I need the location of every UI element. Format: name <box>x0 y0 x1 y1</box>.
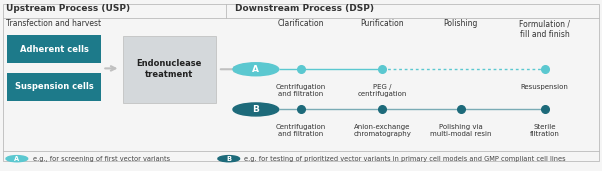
FancyBboxPatch shape <box>3 4 599 161</box>
Circle shape <box>218 156 240 162</box>
FancyBboxPatch shape <box>7 35 101 63</box>
Text: Downstream Process (DSP): Downstream Process (DSP) <box>235 4 374 13</box>
Text: Formulation /
fill and finish: Formulation / fill and finish <box>520 19 570 38</box>
Circle shape <box>233 63 279 76</box>
Text: Transfection and harvest: Transfection and harvest <box>6 19 101 28</box>
Text: Polishing: Polishing <box>443 19 478 28</box>
Text: Centrifugation
and filtration: Centrifugation and filtration <box>276 124 326 137</box>
FancyBboxPatch shape <box>123 36 216 103</box>
Text: B: B <box>226 156 231 162</box>
Text: Purification: Purification <box>361 19 404 28</box>
Text: PEG /
centrifugation: PEG / centrifugation <box>358 84 407 97</box>
Text: Polishing via
multi-modal resin: Polishing via multi-modal resin <box>430 124 491 137</box>
Text: Suspension cells: Suspension cells <box>15 82 93 91</box>
Text: Endonuclease
treatment: Endonuclease treatment <box>137 59 202 79</box>
Circle shape <box>233 103 279 116</box>
Text: Adherent cells: Adherent cells <box>20 45 88 54</box>
Text: Clarification: Clarification <box>278 19 324 28</box>
Text: Resuspension: Resuspension <box>521 84 569 90</box>
Text: B: B <box>252 105 259 114</box>
Text: Upstream Process (USP): Upstream Process (USP) <box>6 4 130 13</box>
Text: Anion-exchange
chromatography: Anion-exchange chromatography <box>353 124 411 137</box>
Text: A: A <box>14 156 19 162</box>
Text: Centrifugation
and filtration: Centrifugation and filtration <box>276 84 326 97</box>
Text: Sterile
filtration: Sterile filtration <box>530 124 560 137</box>
Text: e.g., for screening of first vector variants: e.g., for screening of first vector vari… <box>33 156 170 162</box>
FancyBboxPatch shape <box>7 73 101 101</box>
Text: A: A <box>252 65 259 74</box>
Text: e.g. for testing of prioritized vector variants in primary cell models and GMP c: e.g. for testing of prioritized vector v… <box>244 156 566 162</box>
Circle shape <box>6 156 28 162</box>
